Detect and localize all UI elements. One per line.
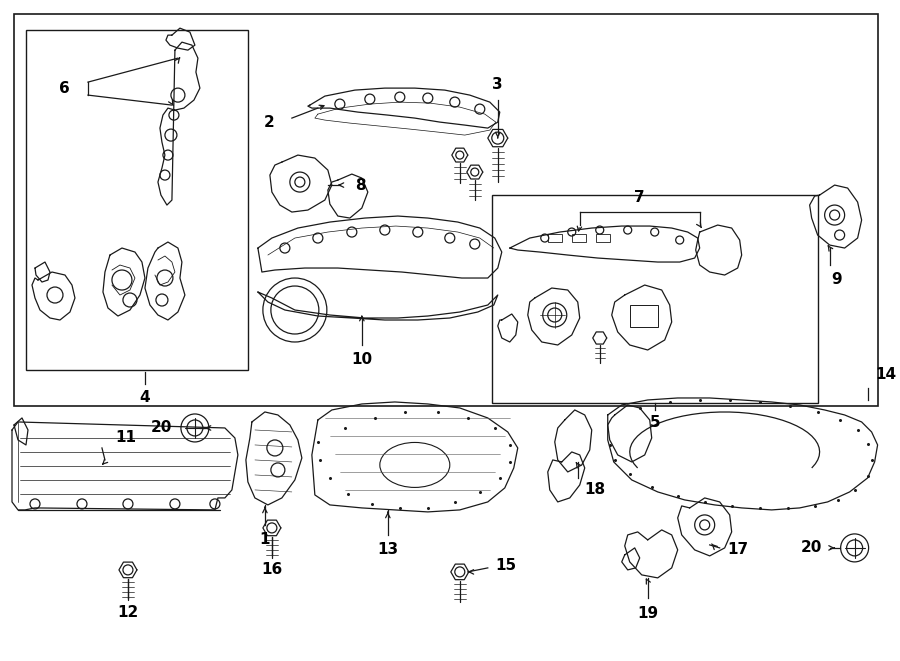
Text: 16: 16 — [261, 562, 283, 577]
Text: 7: 7 — [634, 190, 645, 205]
Text: 6: 6 — [59, 81, 70, 96]
Text: 9: 9 — [832, 272, 842, 287]
Text: 11: 11 — [115, 430, 136, 445]
Bar — [596, 234, 609, 242]
Text: 20: 20 — [800, 541, 822, 555]
Text: 12: 12 — [117, 605, 139, 620]
Text: 1: 1 — [259, 532, 270, 547]
Bar — [491, 195, 817, 403]
Text: 20: 20 — [150, 420, 172, 436]
Text: 10: 10 — [351, 352, 373, 367]
Text: 13: 13 — [377, 542, 399, 557]
Text: 15: 15 — [496, 559, 517, 573]
Bar — [14, 14, 878, 406]
Text: 5: 5 — [650, 415, 660, 430]
Text: 17: 17 — [728, 543, 749, 557]
Text: 14: 14 — [876, 367, 896, 382]
Bar — [572, 234, 586, 242]
Text: 18: 18 — [585, 482, 606, 497]
Bar — [630, 305, 658, 327]
Text: 2: 2 — [264, 114, 274, 130]
Text: 3: 3 — [492, 77, 503, 92]
Bar — [548, 234, 562, 242]
Text: 4: 4 — [140, 390, 150, 405]
Text: 19: 19 — [637, 606, 658, 621]
Bar — [26, 30, 248, 370]
Text: 8: 8 — [355, 178, 365, 192]
